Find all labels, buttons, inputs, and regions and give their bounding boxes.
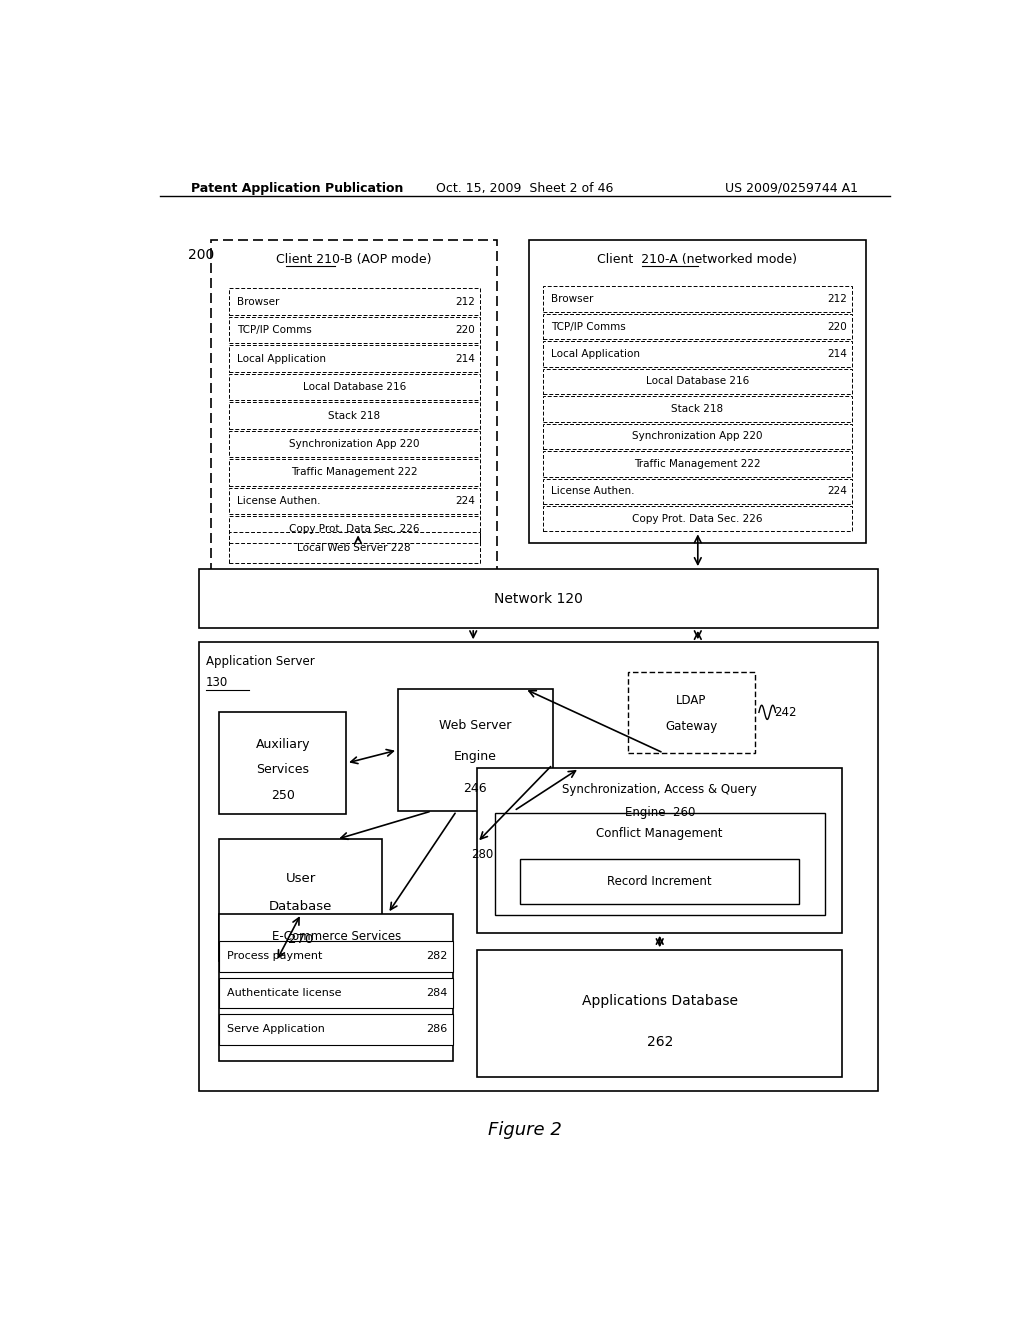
FancyBboxPatch shape [219,1014,454,1044]
Text: Oct. 15, 2009  Sheet 2 of 46: Oct. 15, 2009 Sheet 2 of 46 [436,182,613,195]
Text: US 2009/0259744 A1: US 2009/0259744 A1 [725,182,858,195]
FancyBboxPatch shape [200,643,878,1092]
FancyBboxPatch shape [219,840,382,961]
Text: Stack 218: Stack 218 [328,411,380,421]
Text: Local Application: Local Application [551,348,640,359]
FancyBboxPatch shape [219,913,454,1061]
Text: 220: 220 [827,322,847,331]
Text: Stack 218: Stack 218 [672,404,724,414]
Text: E-Commerce Services: E-Commerce Services [271,929,401,942]
Text: Local Application: Local Application [237,354,326,363]
Text: 282: 282 [426,952,447,961]
Text: Process payment: Process payment [227,952,323,961]
Text: Traffic Management 222: Traffic Management 222 [634,459,761,469]
Text: TCP/IP Comms: TCP/IP Comms [237,325,311,335]
FancyBboxPatch shape [397,689,553,810]
Text: 130: 130 [206,676,228,689]
Text: 246: 246 [464,783,487,796]
Text: Local Web Server 228: Local Web Server 228 [297,543,411,553]
Text: TCP/IP Comms: TCP/IP Comms [551,322,626,331]
Text: Services: Services [256,763,309,776]
FancyBboxPatch shape [200,569,878,628]
Text: Applications Database: Applications Database [582,994,737,1008]
Text: Patent Application Publication: Patent Application Publication [191,182,403,195]
Text: 242: 242 [774,706,797,719]
Text: 280: 280 [471,847,494,861]
Text: Synchronization, Access & Query: Synchronization, Access & Query [562,783,757,796]
Text: Local Database 216: Local Database 216 [302,381,406,392]
Text: License Authen.: License Authen. [237,496,321,506]
FancyBboxPatch shape [528,240,866,543]
Text: 224: 224 [455,496,475,506]
Text: Application Server: Application Server [206,656,314,668]
Text: Engine  260: Engine 260 [625,807,695,820]
Text: Copy Prot. Data Sec. 226: Copy Prot. Data Sec. 226 [289,524,420,535]
Text: 286: 286 [426,1024,447,1035]
Text: Engine: Engine [454,750,497,763]
Text: 214: 214 [455,354,475,363]
FancyBboxPatch shape [219,978,454,1008]
Text: Traffic Management 222: Traffic Management 222 [291,467,418,478]
Text: Copy Prot. Data Sec. 226: Copy Prot. Data Sec. 226 [632,513,763,524]
Text: Network 120: Network 120 [495,591,583,606]
Text: User: User [286,873,315,884]
Text: Record Increment: Record Increment [607,875,712,888]
Text: Figure 2: Figure 2 [487,1121,562,1139]
Text: Serve Application: Serve Application [227,1024,325,1035]
Text: 262: 262 [646,1035,673,1048]
Text: 220: 220 [455,325,475,335]
Text: Local Database 216: Local Database 216 [646,376,749,387]
Text: Client  210-A (networked mode): Client 210-A (networked mode) [597,253,798,265]
Text: 284: 284 [426,987,447,998]
Text: 212: 212 [455,297,475,306]
Text: Client 210-B (AOP mode): Client 210-B (AOP mode) [276,253,432,265]
Text: 270: 270 [288,933,313,946]
Text: 224: 224 [827,486,847,496]
Text: 250: 250 [270,789,295,803]
Text: Gateway: Gateway [666,721,718,734]
FancyBboxPatch shape [495,813,824,915]
Text: Database: Database [269,900,333,913]
Text: License Authen.: License Authen. [551,486,635,496]
FancyBboxPatch shape [520,859,800,904]
Text: LDAP: LDAP [676,694,707,708]
FancyBboxPatch shape [219,941,454,972]
Text: Synchronization App 220: Synchronization App 220 [632,432,763,441]
FancyBboxPatch shape [219,713,346,814]
Text: Browser: Browser [551,294,593,304]
Text: 200: 200 [187,248,214,261]
Text: Conflict Management: Conflict Management [596,826,723,840]
Text: Browser: Browser [237,297,280,306]
FancyBboxPatch shape [477,950,842,1077]
Text: Synchronization App 220: Synchronization App 220 [289,440,420,449]
Text: Authenticate license: Authenticate license [227,987,342,998]
Text: Auxiliary: Auxiliary [256,738,310,751]
FancyBboxPatch shape [477,768,842,933]
Text: 212: 212 [827,294,847,304]
Text: Web Server: Web Server [439,719,511,733]
Text: 214: 214 [827,348,847,359]
